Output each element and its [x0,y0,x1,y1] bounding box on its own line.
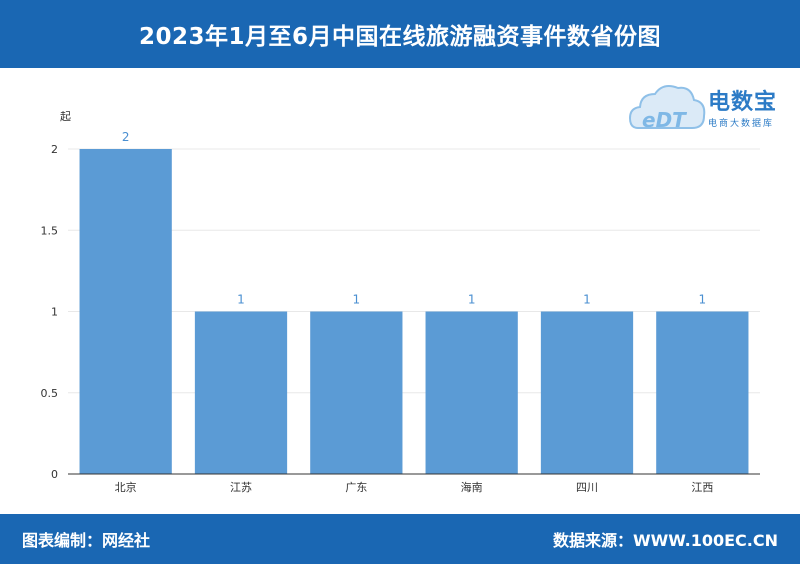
bar-value-label: 1 [699,293,707,307]
y-tick-label: 0.5 [41,387,59,400]
brand-logo: eDT 电数宝 电商大数据库 [628,78,793,136]
bar [79,149,172,474]
bar [194,311,288,474]
y-tick-label: 1.5 [41,224,59,237]
y-tick-label: 2 [51,143,58,156]
chart-header: 2023年1月至6月中国在线旅游融资事件数省份图 [0,0,800,68]
x-tick-label: 广东 [345,481,367,494]
data-labels: 2 1 1 1 1 1 [122,130,706,307]
bar [656,311,749,474]
logo-name: 电数宝 [708,90,778,115]
bars [79,149,749,474]
x-tick-label: 江苏 [230,481,252,494]
bar-value-label: 1 [237,293,245,307]
bar-value-label: 2 [122,130,130,144]
bar-chart: 0 0.5 1 1.5 2 起 2 1 1 1 1 1 北京 江苏 广东 海南 四川 江西 [41,110,760,494]
y-axis-unit: 起 [60,110,71,123]
bar-value-label: 1 [468,293,476,307]
logo-subtitle: 电商大数据库 [708,119,775,129]
y-tick-label: 1 [51,306,58,319]
footer-source-right: 数据来源：WWW.100EC.CN [552,531,778,550]
y-tick-label: 0 [51,468,58,481]
bar [310,311,403,474]
grid-lines [68,148,760,394]
chart-title: 2023年1月至6月中国在线旅游融资事件数省份图 [138,24,662,50]
bar [425,311,518,474]
bar [540,311,634,474]
x-tick-label: 江西 [691,481,713,494]
x-tick-label: 四川 [576,481,598,494]
chart-footer: 图表编制：网经社 数据来源：WWW.100EC.CN [0,514,800,564]
bar-value-label: 1 [583,293,591,307]
y-axis-ticks: 0 0.5 1 1.5 2 [41,143,59,481]
logo-mark: eDT [642,108,686,132]
cloud-icon [628,85,706,129]
bar-value-label: 1 [353,293,361,307]
x-tick-label: 海南 [461,480,483,494]
footer-source-left: 图表编制：网经社 [22,531,151,550]
x-axis-ticks: 北京 江苏 广东 海南 四川 江西 [115,480,714,494]
x-tick-label: 北京 [115,480,137,494]
